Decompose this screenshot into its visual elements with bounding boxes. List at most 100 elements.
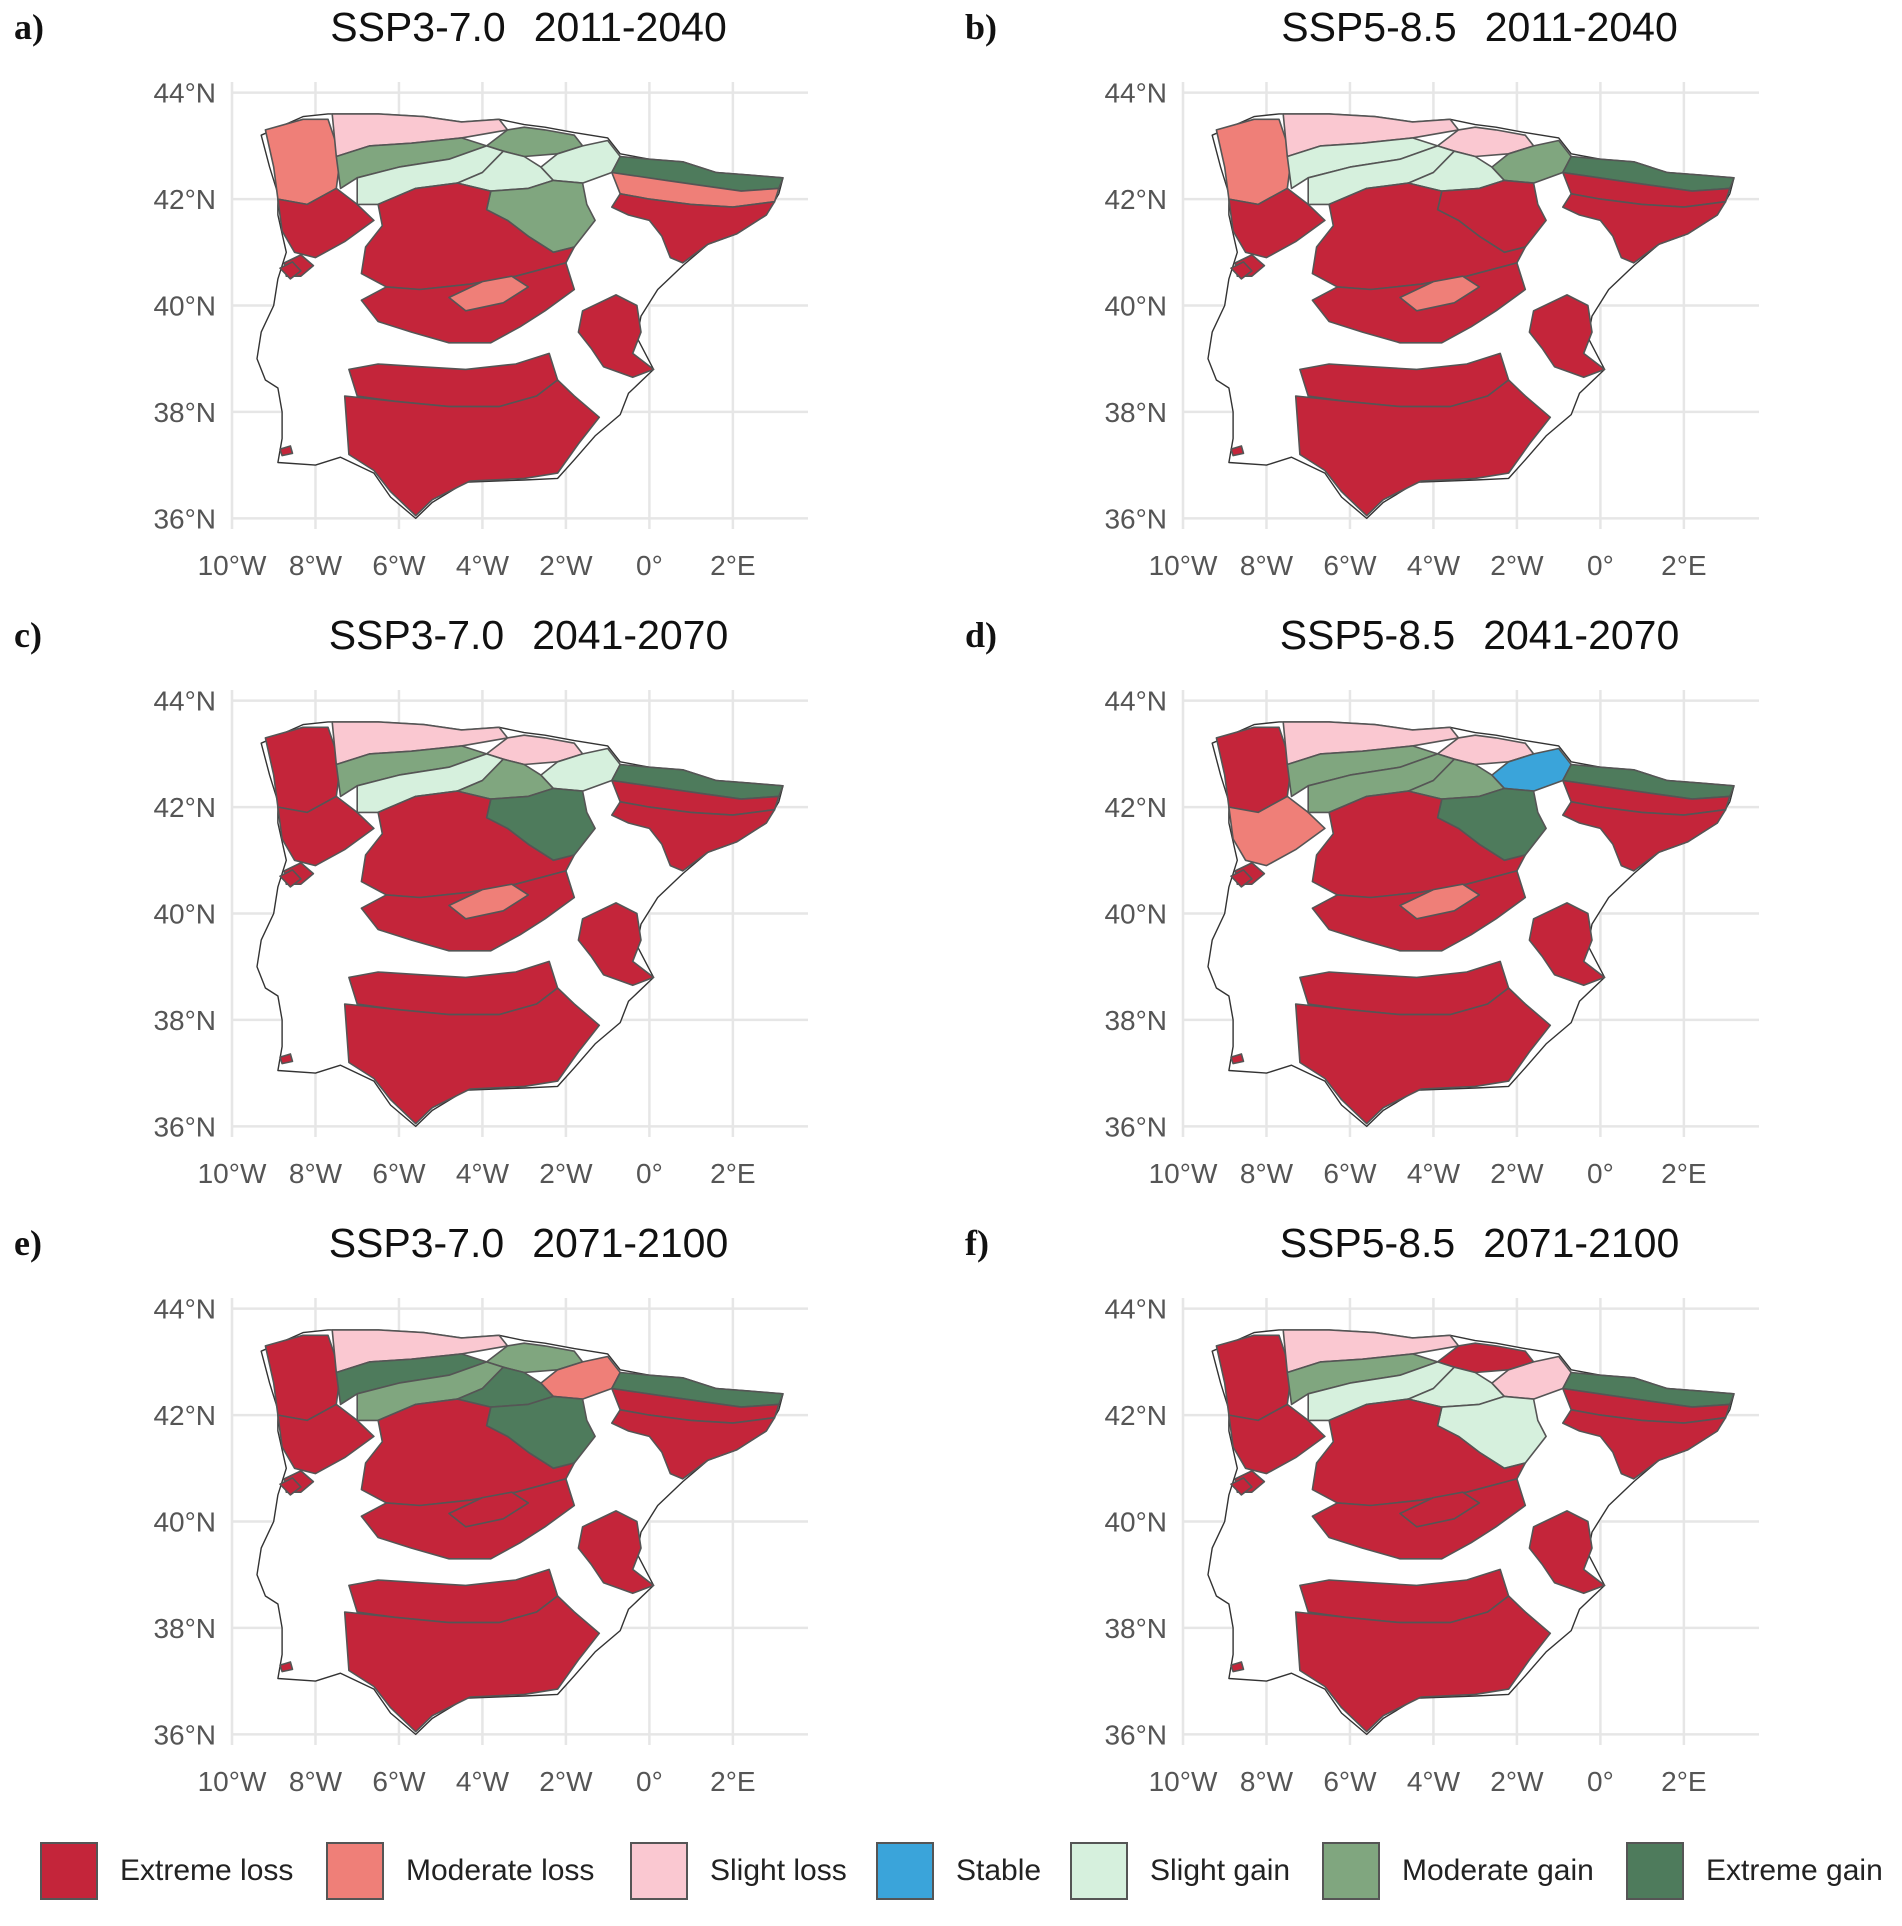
y-tick-label: 42°N: [1104, 792, 1167, 823]
x-tick-label: 2°E: [1661, 1766, 1706, 1797]
map-canvas: 10°W 8°W 6°W 4°W 2°W 0° 2°E 44°N 42°N 40°N 38°N 36°…: [153, 1294, 808, 1797]
panel-letter: f): [965, 1223, 989, 1263]
region-tajo-c: [448, 1491, 530, 1528]
y-tick-label: 38°N: [1104, 397, 1167, 428]
region-duero: [360, 790, 576, 899]
legend-item-sg: Slight gain: [1070, 1840, 1290, 1902]
y-tick-label: 42°N: [1104, 1400, 1167, 1431]
y-tick-label: 44°N: [1104, 686, 1167, 717]
y-tick-label: 36°N: [153, 503, 216, 534]
panel-period: 2041-2070: [1483, 612, 1680, 658]
x-tick-label: 2°W: [539, 1158, 593, 1189]
panel-scenario: SSP3-7.0: [328, 1220, 505, 1266]
legend-label: Moderate loss: [406, 1854, 595, 1887]
y-tick-label: 44°N: [153, 78, 216, 109]
panel-scenario: SSP3-7.0: [328, 612, 505, 658]
x-tick-label: 10°W: [198, 550, 267, 581]
region-cataluna: [610, 193, 776, 264]
legend: Extreme loss Moderate loss Slight loss Stab…: [0, 1830, 1902, 1910]
region-galicia-s: [1228, 1403, 1326, 1475]
x-tick-label: 2°W: [1490, 1766, 1544, 1797]
region-cataluna: [1561, 1409, 1727, 1480]
x-tick-label: 8°W: [289, 550, 343, 581]
region-cataluna: [1561, 193, 1727, 264]
region-cataluna: [1561, 801, 1727, 872]
map-panel-a: 10°W 8°W 6°W 4°W 2°W 0° 2°E 44°N 42°N 40°N 38°N 36°…: [0, 0, 951, 608]
legend-swatch: [1070, 1842, 1128, 1900]
region-small-w: [1230, 869, 1253, 888]
map-canvas: 10°W 8°W 6°W 4°W 2°W 0° 2°E 44°N 42°N 40°N 38°N 36°…: [1104, 686, 1759, 1189]
x-tick-label: 2°W: [539, 1766, 593, 1797]
x-tick-label: 2°E: [1661, 550, 1706, 581]
region-galicia-s: [277, 187, 375, 259]
region-small-sw: [1230, 445, 1245, 457]
y-tick-label: 40°N: [153, 899, 216, 930]
x-tick-label: 4°W: [1407, 1766, 1461, 1797]
x-tick-label: 8°W: [289, 1158, 343, 1189]
legend-label: Moderate gain: [1402, 1854, 1594, 1887]
region-duero: [1311, 790, 1527, 899]
legend-swatch: [40, 1842, 98, 1900]
y-tick-label: 36°N: [1104, 503, 1167, 534]
x-tick-label: 8°W: [1240, 1766, 1294, 1797]
x-tick-label: 10°W: [198, 1158, 267, 1189]
region-valencia: [577, 294, 655, 379]
region-tajo-c: [448, 883, 530, 920]
legend-item-el: Extreme loss: [40, 1840, 293, 1902]
panel-scenario: SSP5-8.5: [1279, 1220, 1456, 1266]
panel-title: SSP5-8.5 2071-2100: [951, 1220, 1902, 1267]
legend-label: Slight gain: [1150, 1854, 1291, 1887]
region-duero: [360, 1398, 576, 1507]
x-tick-label: 6°W: [372, 1158, 426, 1189]
region-valencia: [1528, 294, 1606, 379]
x-tick-label: 4°W: [1407, 1158, 1461, 1189]
y-tick-label: 42°N: [1104, 184, 1167, 215]
region-andalucia: [1294, 987, 1552, 1125]
panel-title: SSP3-7.0 2071-2100: [0, 1220, 951, 1267]
legend-item-sl: Slight loss: [630, 1840, 847, 1902]
panel-letter: a): [14, 7, 44, 47]
legend-swatch: [326, 1842, 384, 1900]
map-panel-d: 10°W 8°W 6°W 4°W 2°W 0° 2°E 44°N 42°N 40°N 38°N 36°…: [951, 608, 1902, 1216]
region-tajo-c: [1399, 275, 1481, 312]
y-tick-label: 42°N: [153, 792, 216, 823]
x-tick-label: 10°W: [1149, 550, 1218, 581]
map-canvas: 10°W 8°W 6°W 4°W 2°W 0° 2°E 44°N 42°N 40°N 38°N 36°…: [153, 78, 808, 581]
panel-period: 2041-2070: [532, 612, 729, 658]
region-small-w: [279, 1477, 302, 1496]
panel-scenario: SSP5-8.5: [1279, 612, 1456, 658]
region-duero: [360, 182, 576, 291]
y-tick-label: 44°N: [1104, 78, 1167, 109]
panel-scenario: SSP5-8.5: [1281, 4, 1457, 50]
region-small-sw: [279, 445, 294, 457]
x-tick-label: 6°W: [1323, 1766, 1377, 1797]
panel-letter: b): [965, 7, 998, 47]
legend-swatch: [630, 1842, 688, 1900]
x-tick-label: 4°W: [456, 550, 510, 581]
legend-label: Extreme loss: [120, 1854, 294, 1887]
region-andalucia: [343, 987, 601, 1125]
region-valencia: [577, 902, 655, 987]
y-tick-label: 36°N: [1104, 1111, 1167, 1142]
x-tick-label: 2°W: [1490, 550, 1544, 581]
region-small-sw: [279, 1053, 294, 1065]
region-small-w: [279, 869, 302, 888]
region-galicia-s: [1228, 187, 1326, 259]
x-tick-label: 2°W: [1490, 1158, 1544, 1189]
y-tick-label: 40°N: [1104, 291, 1167, 322]
panel-period: 2071-2100: [1483, 1220, 1680, 1266]
y-tick-label: 36°N: [153, 1719, 216, 1750]
y-tick-label: 40°N: [153, 1507, 216, 1538]
legend-label: Extreme gain: [1706, 1854, 1883, 1887]
map-panel-f: 10°W 8°W 6°W 4°W 2°W 0° 2°E 44°N 42°N 40°N 38°N 36°…: [951, 1216, 1902, 1824]
region-andalucia: [1294, 379, 1552, 517]
x-tick-label: 10°W: [198, 1766, 267, 1797]
region-andalucia: [343, 379, 601, 517]
region-small-sw: [279, 1661, 294, 1673]
y-tick-label: 36°N: [1104, 1719, 1167, 1750]
map-canvas: 10°W 8°W 6°W 4°W 2°W 0° 2°E 44°N 42°N 40°N 38°N 36°…: [1104, 78, 1759, 581]
region-tajo-c: [1399, 1491, 1481, 1528]
y-tick-label: 44°N: [153, 1294, 216, 1325]
panel-letter: e): [14, 1223, 42, 1263]
y-tick-label: 38°N: [1104, 1005, 1167, 1036]
